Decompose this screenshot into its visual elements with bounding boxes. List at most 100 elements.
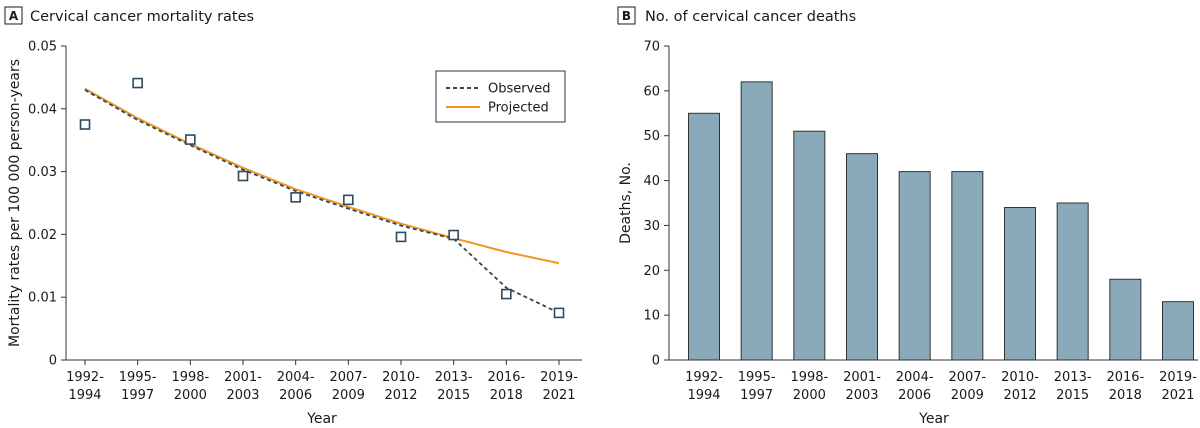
panel-a-y-tick-label: 0.02	[28, 228, 57, 243]
deaths-bar	[688, 112, 720, 361]
legend-box	[435, 70, 566, 123]
panel-b-x-tick-label: 1998-	[790, 370, 828, 385]
panel-a-axes: 0 0.01 0.02 0.03 0.04 0.05 1992- 1994 1995- 1997…	[7, 40, 582, 427]
panel-b-x-tick-label: 2016-	[1106, 370, 1144, 385]
panel-a-x-tick-label: 2007-	[329, 370, 367, 385]
panel-b-bars	[688, 81, 1194, 361]
panel-a-letter-box	[4, 6, 23, 25]
observed-marker	[185, 134, 196, 145]
panel-b-x-ticks: 1992- 1994 1995- 1997 1998- 2000 2001- 2003 2004…	[685, 370, 1197, 403]
panel-b-y-ticks: 0 10 20 30 40 50 60 70	[643, 40, 669, 369]
observed-marker	[132, 77, 143, 89]
panel-b-x-axis-title: Year	[918, 411, 949, 427]
panel-a-x-tick-label: 1995-	[119, 370, 157, 385]
panel-a-y-tick-label: 0.04	[28, 102, 57, 117]
panel-a-x-tick-label: 1994	[68, 388, 101, 403]
panel-b-x-tick-label: 2007-	[948, 370, 986, 385]
panel-a-y-tick-label: 0.05	[28, 40, 57, 55]
panel-b-x-tick-label: 2010-	[1001, 370, 1039, 385]
panel-b-x-tick-label: 2019-	[1159, 370, 1197, 385]
panel-a-x-tick-label: 2003	[226, 388, 259, 403]
panel-a-x-tick-label: 2012	[384, 388, 417, 403]
panel-b-x-tick-label: 2000	[793, 388, 826, 403]
observed-marker	[553, 307, 565, 319]
panel-a-x-tick-label: 2018	[490, 388, 523, 403]
panel-b-x-tick-label: 2003	[845, 388, 878, 403]
panel-a-x-tick-label: 2021	[542, 388, 575, 403]
deaths-bar	[951, 171, 984, 361]
panel-b-x-tick-label: 2013-	[1054, 370, 1092, 385]
deaths-bar	[793, 130, 826, 361]
panel-a-x-tick-label: 2015	[437, 388, 470, 403]
panel-b-x-tick-label: 2001-	[843, 370, 881, 385]
observed-marker	[448, 229, 459, 241]
panel-a-y-tick-label: 0	[49, 354, 57, 369]
deaths-bar	[1056, 202, 1089, 361]
panel-a-x-tick-label: 2010-	[382, 370, 420, 385]
panel-b-x-tick-label: 2009	[951, 388, 984, 403]
panel-b-title: No. of cervical cancer deaths	[645, 9, 856, 25]
panel-a-x-tick-label: 1992-	[66, 370, 104, 385]
observed-line	[84, 89, 560, 314]
legend-projected-label: Projected	[488, 101, 549, 116]
panel-a-series	[84, 87, 560, 314]
panel-b-x-tick-label: 1995-	[738, 370, 776, 385]
observed-marker	[79, 119, 91, 130]
panel-a-x-tick-label: 2006	[279, 388, 312, 403]
panel-a-x-tick-label: 1997	[121, 388, 154, 403]
panel-b-y-tick-label: 60	[643, 84, 660, 99]
observed-marker	[343, 194, 354, 206]
panel-a-header: A Cervical cancer mortality rates	[4, 6, 254, 25]
panel-a-legend: Observed Projected	[435, 70, 566, 123]
panel-b-y-tick-label: 20	[643, 264, 660, 279]
panel-b-letter-box	[617, 6, 636, 25]
panel-a-x-tick-label: 1998-	[171, 370, 209, 385]
panel-a-x-tick-label: 2013-	[435, 370, 473, 385]
panel-a-x-ticks: 1992- 1994 1995- 1997 1998- 2000 2001- 2003 2004…	[66, 360, 578, 403]
deaths-bar	[1109, 278, 1142, 361]
panel-a-x-tick-label: 2019-	[540, 370, 578, 385]
panel-b-x-tick-label: 2006	[898, 388, 931, 403]
panel-b-y-tick-label: 70	[643, 40, 660, 55]
panel-a-x-axis-title: Year	[306, 411, 337, 427]
panel-b-x-tick-label: 2018	[1109, 388, 1142, 403]
panel-a-y-tick-label: 0.01	[28, 291, 57, 306]
deaths-bar	[1004, 206, 1036, 361]
panel-a-letter: A	[9, 9, 19, 23]
deaths-bar	[846, 153, 878, 361]
panel-a-x-tick-label: 2004-	[277, 370, 315, 385]
legend-observed-label: Observed	[488, 82, 551, 97]
panel-b-x-tick-label: 1992-	[685, 370, 723, 385]
panel-b-y-tick-label: 30	[643, 219, 660, 234]
panel-b-x-tick-label: 2015	[1056, 388, 1089, 403]
projected-line	[84, 87, 560, 265]
panel-a-x-tick-label: 2016-	[487, 370, 525, 385]
panel-a-y-axis-title: Mortality rates per 100 000 person-years	[7, 59, 23, 347]
panel-b-x-tick-label: 2004-	[896, 370, 934, 385]
panel-a-x-tick-label: 2000	[174, 388, 207, 403]
deaths-bar	[1162, 301, 1194, 361]
panel-b-y-tick-label: 40	[643, 174, 660, 189]
panel-a-x-tick-label: 2009	[332, 388, 365, 403]
panel-b-y-tick-label: 0	[652, 354, 660, 369]
observed-marker	[290, 192, 301, 203]
panel-b-axes: 0 10 20 30 40 50 60 70 1992- 1994 1995- 1997 1998- 2…	[618, 40, 1198, 427]
observed-marker	[395, 231, 407, 243]
panel-b-x-tick-label: 2012	[1003, 388, 1036, 403]
panel-b-y-tick-label: 10	[643, 309, 660, 324]
deaths-bar	[898, 171, 931, 361]
panel-a-y-tick-label: 0.03	[28, 165, 57, 180]
observed-marker	[237, 170, 249, 182]
panel-a-y-ticks: 0 0.01 0.02 0.03 0.04 0.05	[28, 40, 66, 369]
panel-b-x-tick-label: 1997	[740, 388, 773, 403]
panel-a-title: Cervical cancer mortality rates	[30, 9, 254, 25]
panel-a-x-tick-label: 2001-	[224, 370, 262, 385]
deaths-bar	[740, 81, 773, 361]
panel-a-markers	[79, 77, 565, 319]
panel-b-y-axis-title: Deaths, No.	[618, 162, 634, 244]
panel-b-y-tick-label: 50	[643, 129, 660, 144]
panel-b-letter: B	[622, 9, 631, 23]
panel-b-x-tick-label: 2021	[1161, 388, 1194, 403]
panel-b-header: B No. of cervical cancer deaths	[617, 6, 856, 25]
